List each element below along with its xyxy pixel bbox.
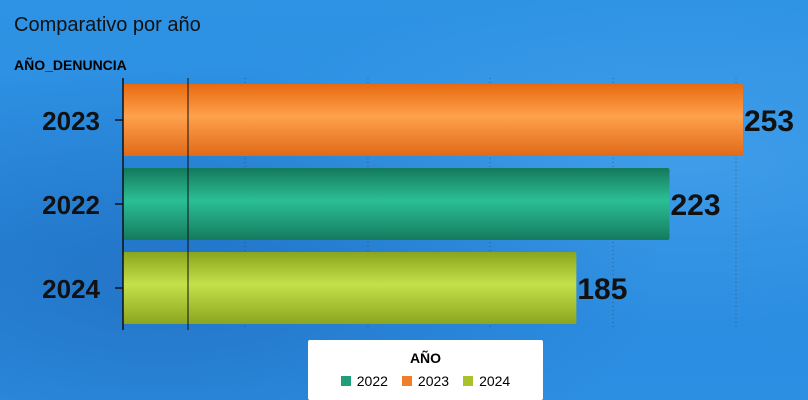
legend-title: AÑO — [409, 350, 442, 366]
y-tick-label-2024: 2024 — [42, 274, 100, 304]
bar-2023[interactable] — [123, 84, 743, 156]
y-tick-label-2023: 2023 — [42, 106, 100, 136]
y-tick-label-2022: 2022 — [42, 190, 100, 220]
legend-item-2023[interactable]: 2023 — [401, 373, 450, 389]
legend-swatch — [340, 376, 351, 386]
data-label-2022: 223 — [670, 189, 720, 222]
bar-2022[interactable] — [123, 168, 670, 240]
bar-chart: 253 223 185 2023 2022 2024 — [42, 78, 794, 330]
legend: AÑO 2022 2023 2024 — [308, 340, 543, 400]
legend-items: 2022 2023 2024 — [308, 373, 543, 389]
legend-label: 2024 — [479, 373, 511, 389]
legend-swatch — [463, 376, 474, 386]
legend-item-2024[interactable]: 2024 — [463, 373, 510, 389]
chart-title: Comparativo por año — [14, 14, 201, 36]
y-axis-title: AÑO_DENUNCIA — [14, 57, 127, 73]
data-label-2024: 185 — [577, 273, 627, 306]
legend-item-2022[interactable]: 2022 — [340, 373, 388, 389]
legend-swatch — [401, 376, 412, 386]
bar-2024[interactable] — [123, 252, 577, 324]
legend-label: 2023 — [417, 373, 450, 389]
legend-label: 2022 — [356, 373, 388, 389]
data-label-2023: 253 — [744, 105, 794, 138]
